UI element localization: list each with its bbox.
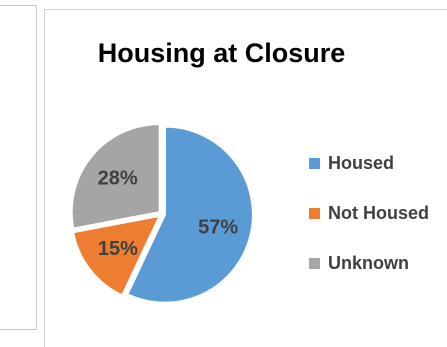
- legend-label-not-housed: Not Housed: [328, 202, 429, 223]
- legend-swatch-not-housed: [309, 207, 320, 219]
- data-label-not-housed: 15%: [98, 238, 138, 260]
- legend-label-housed: Housed: [328, 152, 395, 173]
- pie-slice-unknown[interactable]: [70, 123, 161, 230]
- adjacent-panel-frame: [0, 5, 37, 330]
- data-label-housed: 57%: [198, 217, 238, 239]
- legend-item-unknown: Unknown: [309, 251, 429, 275]
- pie-slice-not-housed[interactable]: [72, 214, 162, 297]
- legend-item-not-housed: Not Housed: [309, 201, 429, 225]
- chart-title: Housing at Closure: [97, 38, 346, 68]
- chart-legend: Housed Not Housed Unknown: [309, 151, 429, 301]
- legend-swatch-housed: [309, 157, 320, 169]
- data-label-unknown: 28%: [98, 167, 138, 189]
- legend-swatch-unknown: [309, 257, 320, 269]
- legend-item-housed: Housed: [309, 151, 429, 175]
- legend-label-unknown: Unknown: [328, 252, 409, 273]
- pie-slice-housed[interactable]: [126, 125, 254, 304]
